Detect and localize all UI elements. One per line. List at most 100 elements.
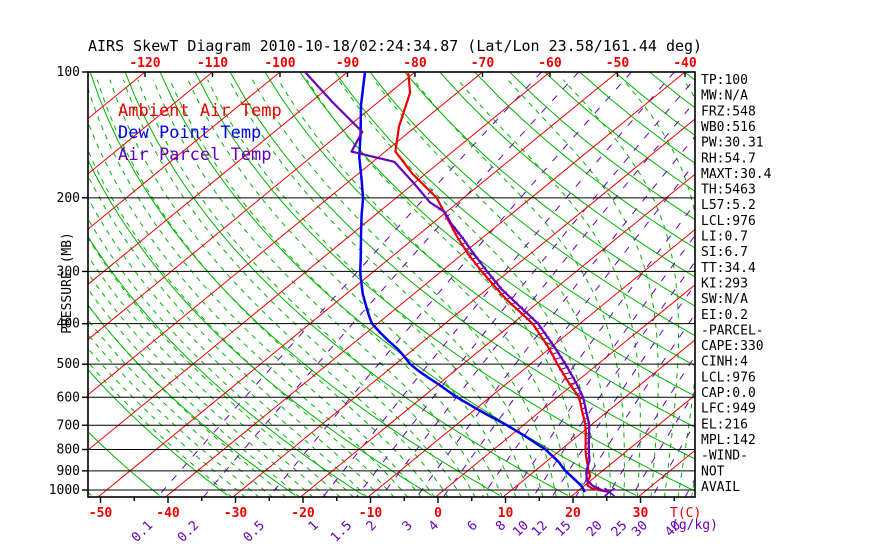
dry-adiabat-line [88, 430, 160, 496]
isotherm-line [0, 72, 10, 497]
mixing-ratio-tick-label: 1.5 [328, 518, 355, 545]
stats-line: LFC:949 [701, 402, 756, 417]
mixing-ratio-tick-label: 15 [553, 518, 575, 540]
bottom-temp-tick-label: 20 [565, 506, 581, 521]
bottom-temp-tick-label: 10 [498, 506, 514, 521]
moist-adiabat-line [88, 255, 328, 497]
dry-adiabat-line [89, 72, 501, 496]
moist-adiabat-line [88, 217, 355, 497]
dry-adiabat-line [404, 72, 695, 307]
pressure-tick-label: 1000 [49, 483, 80, 498]
moist-adiabat-line [169, 79, 503, 497]
plot-border [87, 71, 696, 498]
ambient-air-temp-curve [394, 72, 611, 494]
top-temp-tick-label: -90 [336, 56, 360, 71]
isotherm-line [367, 228, 695, 497]
stats-line: TH:5463 [701, 183, 756, 198]
stats-line: FRZ:548 [701, 104, 756, 119]
mixing-ratio-tick-label: 20 [584, 518, 606, 540]
bottom-temp-tick-label: -20 [291, 506, 315, 521]
dry-adiabat-line [88, 235, 364, 496]
stats-line: CAP:0.0 [701, 386, 756, 401]
moist-adiabat-line [187, 79, 517, 497]
cape-cinh-hatching [438, 206, 600, 491]
legend-air-parcel-temp: Air Parcel Temp [118, 145, 272, 165]
top-temp-tick-label: -70 [471, 56, 495, 71]
moist-adiabat-line [152, 79, 490, 497]
isotherm-line [88, 72, 281, 230]
dry-adiabat-line [755, 72, 870, 495]
moist-adiabat-line [88, 86, 422, 497]
mixing-ratio-line [268, 72, 632, 497]
stats-line: EI:0.2 [701, 308, 748, 323]
mixing-ratio-tick-label: 12 [529, 518, 551, 540]
stats-line: KI:293 [701, 276, 748, 291]
moist-adiabat-line [88, 347, 247, 497]
isotherm-line [165, 72, 686, 497]
dry-adiabat-line [124, 72, 569, 496]
bottom-temp-tick-label: -10 [359, 506, 383, 521]
mixing-ratio-line [380, 100, 695, 497]
isotherm-line [88, 72, 551, 451]
mixing-ratio-tick-label: 6 [465, 518, 481, 534]
mixing-ratio-tick-label: 30 [629, 518, 651, 540]
dry-adiabat-line [88, 304, 296, 496]
top-temp-tick-label: -50 [606, 56, 630, 71]
legend-ambient-air-temp: Ambient Air Temp [118, 101, 282, 121]
stats-line: MW:N/A [701, 89, 748, 104]
moist-adiabat-line [306, 79, 584, 497]
mixing-ratio-line [442, 162, 695, 497]
chart-title: AIRS SkewT Diagram 2010-10-18/02:24:34.8… [88, 37, 702, 55]
top-temp-tick-label: -120 [129, 56, 160, 71]
background-grid [0, 72, 870, 497]
top-temp-tick-label: -100 [264, 56, 295, 71]
dry-adiabat-line [88, 368, 228, 496]
moist-adiabat-line [137, 79, 476, 497]
mixing-ratio-line [322, 72, 675, 497]
stats-line: TP:100 [701, 73, 748, 88]
isotherm-line [570, 394, 695, 497]
dry-adiabat-line [194, 72, 695, 492]
stats-line: EL:216 [701, 417, 748, 432]
stats-line: LCL:976 [701, 370, 756, 385]
stats-line: PW:30.31 [701, 136, 764, 151]
isotherm-line [97, 72, 618, 497]
moist-adiabat-line [413, 79, 625, 497]
stats-line: WB0:516 [701, 120, 756, 135]
moist-adiabat-line [228, 79, 544, 497]
moist-adiabat-line [88, 361, 233, 497]
pressure-tick-label: 900 [57, 464, 80, 479]
mixing-ratio-tick-label: 0.2 [175, 518, 202, 545]
pressure-tick-label: 400 [57, 317, 80, 332]
stats-line: AVAIL [701, 480, 740, 495]
top-temp-tick-label: -80 [403, 56, 427, 71]
moist-adiabat-line [277, 79, 571, 497]
mixing-ratio-line [416, 135, 695, 497]
top-temp-tick-label: -40 [673, 56, 697, 71]
mixing-ratio-line [156, 72, 542, 497]
mixing-ratio-line [202, 72, 579, 497]
mixing-ratio-tick-label: 3 [400, 518, 416, 534]
mixing-ratio-line [551, 283, 695, 497]
moist-adiabat-line [88, 174, 382, 497]
stats-line: SI:6.7 [701, 245, 748, 260]
dry-adiabat-line [369, 72, 695, 337]
mixing-ratio-unit-label: (g/kg) [671, 518, 718, 533]
moist-adiabat-line [88, 319, 274, 497]
isotherm-line [88, 72, 348, 285]
pressure-tick-label: 600 [57, 390, 80, 405]
legend-dew-point-temp: Dew Point Temp [118, 123, 261, 143]
isotherm-line [435, 284, 695, 497]
moist-adiabat-line [88, 333, 260, 497]
stats-line: RH:54.7 [701, 151, 756, 166]
moist-adiabat-line [96, 79, 436, 497]
dry-adiabat-line [474, 72, 695, 249]
mixing-ratio-tick-label: 0.5 [241, 518, 268, 545]
pressure-tick-label: 300 [57, 264, 80, 279]
axes-frame [82, 71, 696, 503]
dry-adiabat-line [439, 72, 695, 278]
mixing-ratio-line [575, 313, 695, 497]
bottom-temp-tick-label: -40 [156, 506, 180, 521]
